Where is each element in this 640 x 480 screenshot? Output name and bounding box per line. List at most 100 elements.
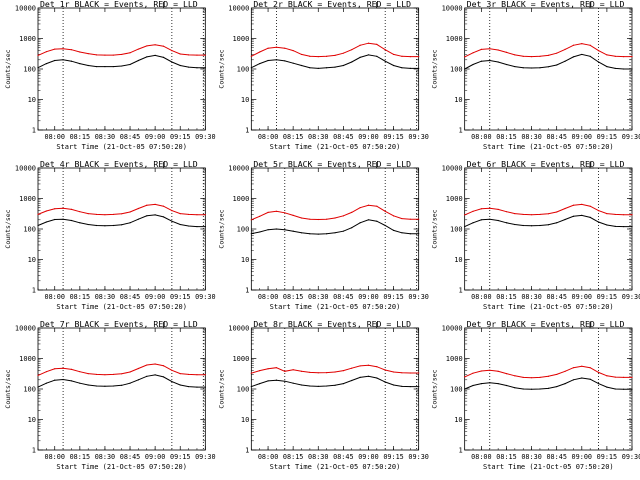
lld-data-point (317, 372, 319, 374)
lld-data-point (309, 55, 311, 57)
x-tick-label: 09:00 (358, 453, 378, 461)
events-series-line (251, 219, 419, 235)
y-tick-label: 1000 (19, 355, 36, 363)
events-data-point (418, 233, 420, 235)
y-tick-label: 10 (454, 256, 462, 264)
events-data-point (409, 67, 411, 69)
events-data-point (300, 384, 303, 386)
events-data-point (623, 225, 625, 228)
events-data-point (45, 382, 47, 384)
y-tick-label: 100 (237, 386, 250, 394)
y-tick-label: 10 (241, 416, 249, 424)
x-tick-label: 09:30 (622, 293, 640, 301)
lld-data-point (87, 372, 89, 375)
lld-data-point (606, 212, 608, 215)
events-data-point (614, 388, 616, 390)
events-data-point (392, 384, 395, 386)
lld-data-point (300, 370, 303, 372)
x-tick-label: 08:30 (95, 293, 115, 301)
x-tick-label: 09:15 (597, 453, 617, 461)
lld-data-point (300, 53, 303, 56)
events-data-point (284, 229, 286, 231)
events-data-point (351, 379, 353, 382)
events-data-point (367, 54, 370, 56)
y-tick-label: 10 (28, 416, 36, 424)
x-tick-label: 08:15 (283, 453, 303, 461)
x-axis-label: Start Time (21-Oct-05 07:50:20) (483, 143, 614, 151)
x-tick-label: 08:15 (496, 133, 516, 141)
lld-data-point (196, 214, 198, 216)
events-data-point (472, 222, 474, 224)
lld-data-point (556, 211, 558, 213)
events-data-point (597, 221, 600, 223)
events-data-point (196, 67, 198, 69)
events-data-point (259, 383, 261, 385)
events-data-point (392, 64, 395, 67)
chart-panel-2: Det 2r BLACK = Events, RED = LLD 1 10 100 10… (217, 0, 429, 151)
events-data-point (259, 63, 261, 65)
y-tick-label: 10 (241, 256, 249, 264)
y-axis-label: Counts/sec (4, 209, 12, 248)
lld-data-point (409, 218, 411, 220)
events-data-point (317, 67, 319, 69)
events-data-point (409, 385, 411, 388)
lld-data-point (196, 54, 198, 56)
events-data-point (154, 54, 156, 56)
lld-data-point (146, 364, 148, 366)
events-data-point (505, 384, 508, 387)
events-data-point (62, 218, 64, 220)
events-data-point (129, 63, 131, 66)
x-tick-label: 09:15 (383, 293, 403, 301)
lld-data-point (284, 370, 286, 372)
x-tick-label: 08:30 (521, 453, 541, 461)
events-data-point (62, 59, 64, 61)
events-data-point (37, 67, 39, 69)
x-tick-label: 08:45 (546, 133, 566, 141)
lld-data-point (564, 207, 566, 210)
events-data-point (250, 385, 252, 388)
y-tick-label: 100 (23, 226, 36, 234)
events-data-point (530, 225, 533, 227)
x-tick-label: 09:30 (408, 133, 428, 141)
events-data-point (70, 219, 73, 222)
events-data-point (54, 218, 56, 221)
y-tick-label: 100 (237, 226, 250, 234)
lld-data-point (606, 54, 608, 56)
x-tick-label: 08:00 (258, 133, 278, 141)
lld-data-point (79, 371, 81, 373)
chart-title: Det 7r BLACK = Events, RED = LLD (40, 319, 198, 329)
events-data-point (121, 65, 123, 67)
events-data-point (572, 215, 575, 217)
events-data-point (95, 224, 98, 227)
chart-panel-3: Det 3r BLACK = Events, RED = LLD 1 10 100 10… (431, 0, 640, 151)
lld-data-point (275, 210, 278, 212)
events-data-point (300, 64, 303, 67)
events-data-point (179, 64, 181, 67)
lld-data-point (401, 55, 403, 57)
events-data-point (359, 376, 361, 379)
x-tick-label: 08:15 (496, 293, 516, 301)
y-tick-label: 1 (245, 447, 249, 455)
events-data-point (572, 56, 575, 58)
events-data-point (631, 388, 633, 390)
lld-data-point (267, 211, 269, 214)
lld-data-point (522, 213, 524, 216)
lld-data-point (179, 53, 181, 55)
events-data-point (187, 385, 190, 388)
lld-data-point (384, 49, 386, 51)
events-data-point (171, 220, 173, 222)
lld-data-point (196, 374, 198, 376)
events-data-point (204, 386, 206, 388)
x-tick-label: 08:00 (258, 453, 278, 461)
chart-panel-6: Det 6r BLACK = Events, RED = LLD 1 10 100 10… (431, 159, 640, 311)
lld-data-point (392, 215, 395, 217)
events-data-point (564, 218, 566, 221)
lld-data-point (472, 52, 474, 54)
lld-data-point (564, 48, 566, 50)
events-data-point (367, 219, 370, 221)
lld-data-point (259, 215, 261, 217)
lld-data-point (70, 49, 73, 51)
events-data-point (292, 382, 294, 384)
lld-data-point (342, 215, 344, 217)
lld-data-point (539, 55, 541, 57)
